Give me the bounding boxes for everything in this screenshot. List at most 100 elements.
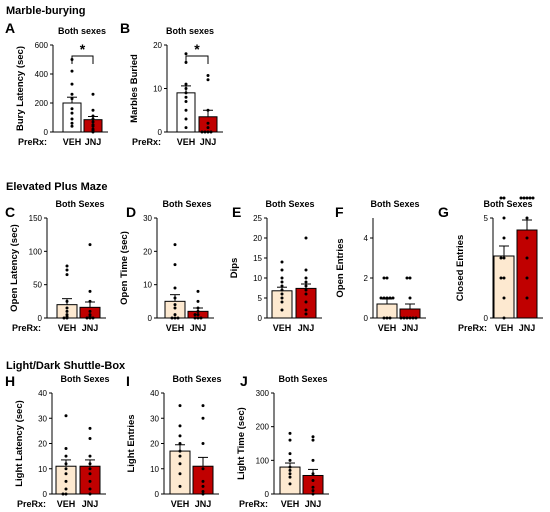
y-tick-label: 0 <box>258 314 263 323</box>
panel-letter: A <box>5 20 15 36</box>
x-prefix-label: PreRx: <box>239 499 268 509</box>
x-tick-label: VEH <box>63 137 82 147</box>
data-point <box>311 472 315 476</box>
data-point <box>288 472 292 476</box>
data-point <box>173 286 177 290</box>
data-point <box>304 280 308 284</box>
data-point <box>206 121 210 125</box>
data-point <box>311 485 315 489</box>
data-point <box>64 447 68 451</box>
data-point <box>178 472 182 476</box>
significance-bracket <box>185 55 209 64</box>
data-point <box>280 296 284 300</box>
y-tick-label: 4 <box>364 234 369 243</box>
data-point <box>525 236 529 240</box>
x-tick-label: JNJ <box>200 137 217 147</box>
data-point <box>288 431 292 435</box>
panel-letter: G <box>438 204 449 220</box>
y-tick-label: 0 <box>484 314 489 323</box>
data-point <box>502 236 506 240</box>
data-point <box>88 309 92 313</box>
x-prefix-label: PreRx: <box>17 499 46 509</box>
data-point <box>70 69 74 73</box>
data-point <box>65 309 69 313</box>
y-tick-label: 10 <box>150 465 159 474</box>
x-tick-label: VEH <box>171 499 190 509</box>
data-point <box>70 97 74 101</box>
panel-letter: C <box>5 204 15 220</box>
panel-title: Both Sexes <box>370 199 419 209</box>
data-point <box>288 438 292 442</box>
panel-letter: B <box>120 20 130 36</box>
panel-e: E Both Sexes Dips 0 5 10 15 20 25 VEH JNJ <box>229 199 322 333</box>
y-axis-label: Closed Entries <box>455 235 466 302</box>
data-point <box>280 308 284 312</box>
data-point <box>88 454 92 458</box>
y-tick-label: 20 <box>150 440 159 449</box>
data-point <box>304 308 308 312</box>
data-point <box>280 284 284 288</box>
data-point <box>184 52 188 56</box>
y-axis-label: Dips <box>229 258 240 279</box>
y-axis-label: Open Latency (sec) <box>9 224 20 312</box>
section-title-elevated-plus-maze: Elevated Plus Maze <box>6 181 108 193</box>
data-point <box>311 435 315 439</box>
data-point <box>173 243 177 247</box>
data-point <box>65 273 69 277</box>
data-point <box>173 306 177 310</box>
panel-letter: I <box>126 373 130 389</box>
significance-marker: * <box>80 41 86 57</box>
data-point <box>502 196 506 200</box>
panel-d: D Both Sexes Open Time (sec) 0 10 20 30 VEH JNJ <box>119 199 214 333</box>
data-point <box>70 82 74 86</box>
data-point <box>184 95 188 99</box>
data-point <box>184 87 188 90</box>
significance-marker: * <box>194 41 200 57</box>
data-point <box>304 300 308 304</box>
data-point <box>201 489 205 493</box>
y-tick-label: 20 <box>253 234 262 243</box>
data-point <box>391 296 395 300</box>
data-point <box>88 462 92 466</box>
data-point <box>88 467 92 471</box>
x-tick-label: VEH <box>57 499 76 509</box>
data-point <box>91 124 95 128</box>
data-point <box>502 276 506 280</box>
data-point <box>88 472 92 476</box>
data-point <box>184 126 188 130</box>
data-point <box>304 292 308 296</box>
data-point <box>280 280 284 284</box>
data-point <box>206 78 210 82</box>
bar-jnj <box>516 229 538 319</box>
data-point <box>184 82 188 86</box>
data-point <box>70 92 74 96</box>
data-point <box>64 462 68 466</box>
y-tick-label: 2 <box>364 274 369 283</box>
data-point <box>280 260 284 264</box>
y-tick-label: 40 <box>38 389 47 398</box>
data-point <box>173 313 177 317</box>
data-point <box>311 489 315 493</box>
data-point <box>288 475 292 479</box>
data-point <box>201 484 205 488</box>
data-point <box>193 313 197 317</box>
data-point <box>288 468 292 472</box>
data-point <box>405 276 409 280</box>
x-tick-label: VEH <box>281 499 300 509</box>
data-point <box>408 296 412 300</box>
data-point <box>65 299 69 303</box>
data-point <box>184 117 188 121</box>
y-tick-label: 0 <box>148 314 153 323</box>
data-point <box>382 296 386 300</box>
y-axis-label: Open Entries <box>335 238 346 297</box>
x-tick-label: JNJ <box>519 323 536 333</box>
data-point <box>70 124 74 128</box>
y-axis-label: Light Entries <box>126 414 137 472</box>
y-tick-label: 400 <box>35 70 49 79</box>
panel-title: Both Sexes <box>172 374 221 384</box>
y-tick-label: 200 <box>256 423 270 432</box>
data-point <box>64 414 68 418</box>
data-point <box>304 236 308 240</box>
bar-veh <box>176 92 196 133</box>
